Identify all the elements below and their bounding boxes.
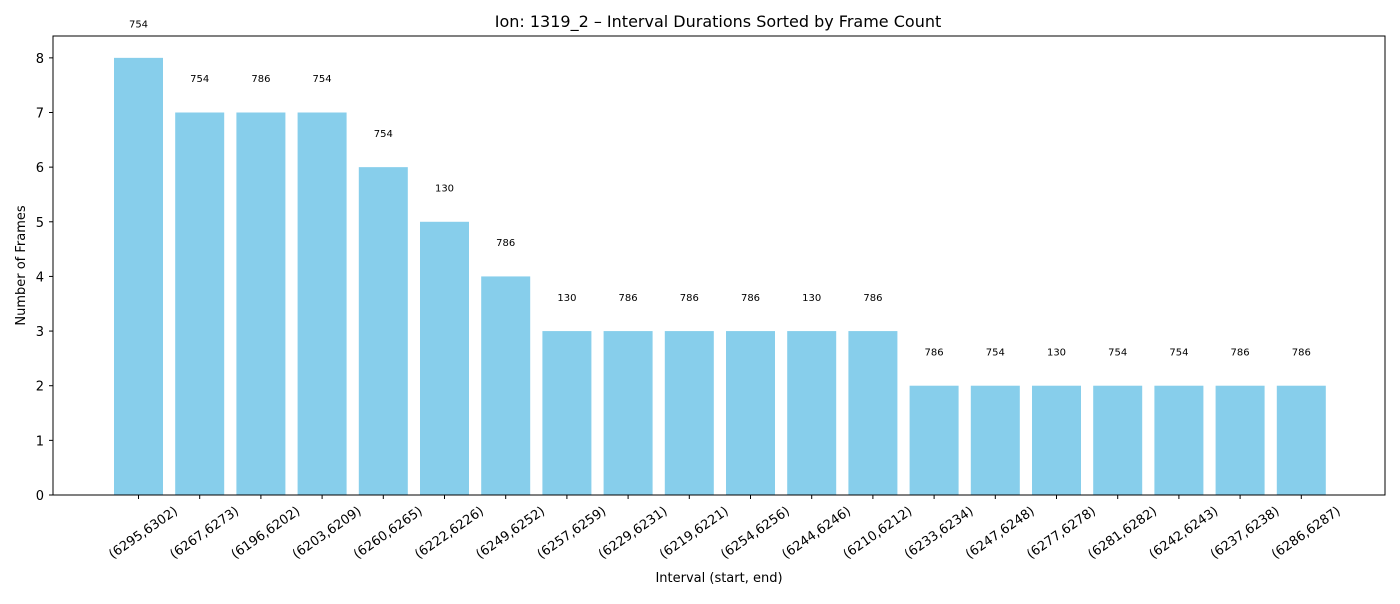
bar-value-label: 754 — [190, 74, 209, 85]
y-tick-label: 4 — [36, 270, 44, 285]
bar-labels-layer: 754 754 786 754 754 130 786 130 786 786 786 130 786 7… — [129, 20, 1311, 359]
y-tick-label: 6 — [36, 161, 44, 176]
bar-value-label: 754 — [129, 20, 148, 31]
bar-value-label: 786 — [1292, 347, 1311, 358]
bar — [664, 331, 714, 495]
bar-value-label: 130 — [802, 293, 821, 304]
bar — [726, 331, 775, 495]
bar — [603, 331, 653, 495]
y-tick-label: 8 — [36, 52, 44, 67]
y-tick-label: 2 — [36, 380, 44, 395]
x-axis: (6295,6302)(6267,6273)(6196,6202)(6203,6… — [106, 495, 1344, 562]
bar-value-label: 754 — [986, 347, 1005, 358]
bar — [358, 167, 408, 495]
bars-layer — [114, 57, 1326, 496]
y-tick-label: 5 — [36, 216, 44, 231]
bar — [1154, 385, 1204, 495]
bar — [420, 221, 469, 496]
bar — [236, 112, 286, 495]
y-axis-label: Number of Frames — [14, 205, 29, 326]
x-tick-label: (6286,6287) — [1269, 504, 1344, 562]
bar-value-label: 754 — [1169, 347, 1188, 358]
bar — [114, 57, 163, 495]
bar — [787, 331, 837, 495]
bar — [481, 276, 531, 495]
bar-value-label: 786 — [1231, 347, 1250, 358]
bar-value-label: 786 — [741, 293, 760, 304]
bar — [909, 385, 959, 495]
y-axis: 0 1 2 3 4 5 6 7 8 — [36, 52, 53, 504]
y-tick-label: 1 — [36, 434, 44, 449]
bar — [297, 112, 347, 495]
bar — [175, 112, 225, 495]
bar — [970, 385, 1020, 495]
bar-value-label: 130 — [557, 293, 576, 304]
bar — [1215, 385, 1265, 495]
y-tick-label: 3 — [36, 325, 44, 340]
y-tick-label: 0 — [36, 489, 44, 504]
bar-value-label: 754 — [1108, 347, 1127, 358]
bar-value-label: 786 — [863, 293, 882, 304]
x-axis-label: Interval (start, end) — [655, 571, 782, 586]
bar-value-label: 754 — [374, 129, 393, 140]
bar — [1032, 385, 1081, 495]
bar — [1276, 385, 1326, 495]
bar-value-label: 130 — [1047, 347, 1066, 358]
bar — [848, 331, 898, 495]
bar-value-label: 754 — [313, 74, 332, 85]
bar-value-label: 786 — [619, 293, 638, 304]
bar-value-label: 786 — [680, 293, 699, 304]
bar-value-label: 786 — [925, 347, 944, 358]
bar — [542, 331, 592, 495]
plot-frame — [52, 35, 1386, 496]
bar — [1093, 385, 1143, 495]
bar-value-label: 786 — [496, 238, 515, 249]
bar-value-label: 130 — [435, 183, 454, 194]
bar-value-label: 786 — [251, 74, 270, 85]
y-tick-label: 7 — [36, 107, 44, 122]
chart-title: Ion: 1319_2 – Interval Durations Sorted … — [495, 12, 942, 32]
